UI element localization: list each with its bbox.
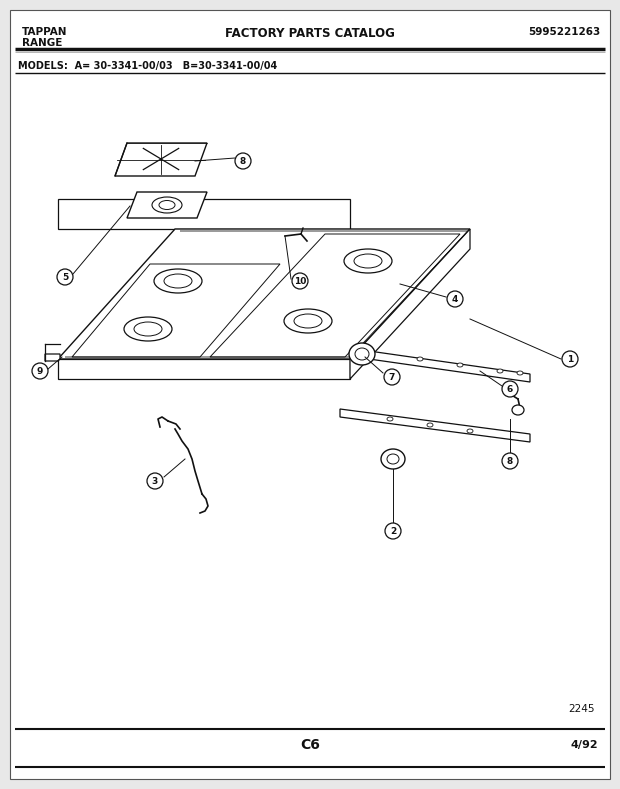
Ellipse shape: [284, 309, 332, 333]
Ellipse shape: [349, 343, 375, 365]
Circle shape: [384, 369, 400, 385]
Text: 3: 3: [152, 477, 158, 485]
Ellipse shape: [124, 317, 172, 341]
Ellipse shape: [154, 269, 202, 293]
Polygon shape: [210, 234, 460, 357]
Circle shape: [502, 381, 518, 397]
Text: 2245: 2245: [569, 704, 595, 714]
Text: 10: 10: [294, 276, 306, 286]
Polygon shape: [127, 192, 207, 218]
Ellipse shape: [427, 423, 433, 427]
Polygon shape: [45, 354, 60, 361]
Text: 7: 7: [389, 372, 395, 382]
Polygon shape: [340, 409, 530, 442]
Text: 8: 8: [507, 457, 513, 466]
Circle shape: [447, 291, 463, 307]
Polygon shape: [58, 359, 350, 379]
Text: MODELS:  A= 30-3341-00/03   B=30-3341-00/04: MODELS: A= 30-3341-00/03 B=30-3341-00/04: [18, 61, 277, 71]
Text: 6: 6: [507, 384, 513, 394]
Text: C6: C6: [300, 738, 320, 752]
Text: 5995221263: 5995221263: [528, 27, 600, 37]
Circle shape: [57, 269, 73, 285]
Ellipse shape: [517, 371, 523, 375]
Polygon shape: [58, 199, 350, 229]
Text: 9: 9: [37, 367, 43, 376]
Ellipse shape: [152, 197, 182, 213]
Text: RANGE: RANGE: [22, 38, 63, 48]
Ellipse shape: [512, 405, 524, 415]
Polygon shape: [72, 264, 280, 357]
Text: TAPPAN: TAPPAN: [22, 27, 68, 37]
Ellipse shape: [387, 417, 393, 421]
Text: 4/92: 4/92: [570, 740, 598, 750]
Circle shape: [562, 351, 578, 367]
Polygon shape: [115, 143, 207, 176]
Ellipse shape: [294, 314, 322, 328]
Circle shape: [147, 473, 163, 489]
Circle shape: [502, 453, 518, 469]
Ellipse shape: [344, 249, 392, 273]
Text: 1: 1: [567, 354, 573, 364]
Ellipse shape: [387, 454, 399, 464]
Circle shape: [32, 363, 48, 379]
Text: 5: 5: [62, 272, 68, 282]
Ellipse shape: [497, 369, 503, 373]
Ellipse shape: [381, 449, 405, 469]
Text: 4: 4: [452, 294, 458, 304]
Text: 8: 8: [240, 156, 246, 166]
Ellipse shape: [159, 200, 175, 210]
Ellipse shape: [354, 254, 382, 268]
Circle shape: [385, 523, 401, 539]
Circle shape: [235, 153, 251, 169]
Ellipse shape: [417, 357, 423, 361]
Circle shape: [292, 273, 308, 289]
Polygon shape: [58, 229, 470, 359]
Ellipse shape: [457, 363, 463, 367]
Ellipse shape: [134, 322, 162, 336]
Polygon shape: [355, 349, 530, 382]
Text: 2: 2: [390, 526, 396, 536]
Text: FACTORY PARTS CATALOG: FACTORY PARTS CATALOG: [225, 27, 395, 40]
Ellipse shape: [467, 429, 473, 433]
Ellipse shape: [164, 274, 192, 288]
Polygon shape: [350, 229, 470, 379]
Ellipse shape: [355, 348, 369, 360]
